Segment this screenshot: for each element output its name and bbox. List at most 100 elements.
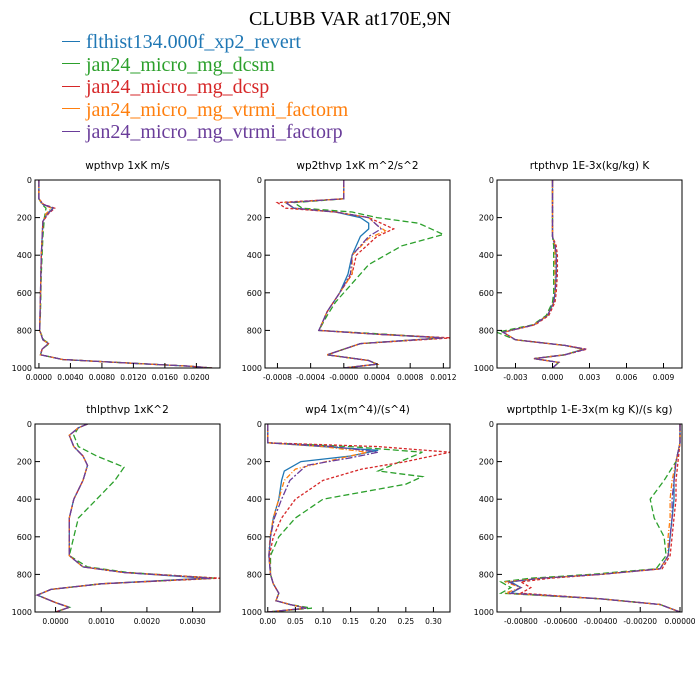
legend-item: flthist134.000f_xp2_revert (62, 31, 348, 54)
y-tick-label: 400 (479, 495, 494, 504)
series-line (518, 424, 681, 612)
plot-frame (264, 179, 451, 369)
legend-swatch (62, 63, 80, 65)
series-line (501, 180, 584, 368)
series-line (35, 424, 211, 612)
y-tick-label: 1000 (474, 608, 494, 617)
x-tick-label: -0.0008 (263, 373, 292, 382)
series-line (35, 424, 207, 612)
x-tick-label: 0.0030 (179, 617, 205, 626)
y-tick-label: 0 (489, 176, 494, 185)
x-tick-label: 0.003 (579, 373, 601, 382)
y-tick-label: 400 (247, 251, 262, 260)
x-tick-label: 0.0040 (57, 373, 83, 382)
x-tick-label: -0.00600 (544, 617, 578, 626)
x-tick-label: 0.0000 (26, 373, 52, 382)
y-tick-label: 600 (17, 533, 32, 542)
x-tick-label: 0.006 (616, 373, 638, 382)
series-line (38, 180, 213, 368)
series-line (275, 180, 450, 368)
y-tick-label: 600 (17, 289, 32, 298)
legend-swatch (62, 108, 80, 110)
series-line (267, 424, 368, 612)
legend-item: jan24_micro_mg_vtrmi_factorm (62, 99, 348, 122)
series-line (267, 424, 379, 612)
y-tick-label: 1000 (12, 364, 32, 373)
x-tick-label: -0.00400 (584, 617, 618, 626)
panel-title: wprtpthlp 1-E-3x(m kg K)/(s kg) (507, 404, 673, 416)
x-tick-label: 0.009 (653, 373, 675, 382)
x-tick-label: -0.00800 (504, 617, 538, 626)
x-tick-label: -0.0004 (296, 373, 325, 382)
legend-label: jan24_micro_mg_vtrmi_factorp (86, 121, 343, 143)
y-tick-label: 0 (489, 420, 494, 429)
legend: flthist134.000f_xp2_revert jan24_micro_m… (62, 31, 348, 144)
plot-frame (34, 179, 221, 369)
y-tick-label: 600 (247, 289, 262, 298)
legend-label: jan24_micro_mg_vtrmi_factorm (86, 98, 349, 121)
x-tick-label: 0.0004 (364, 373, 390, 382)
series-line (267, 424, 379, 612)
series-group (497, 180, 588, 368)
series-line (35, 424, 216, 612)
series-line (267, 424, 425, 612)
series-line (38, 180, 213, 368)
legend-swatch (62, 40, 80, 42)
y-tick-label: 1000 (242, 364, 262, 373)
series-line (267, 424, 450, 612)
x-tick-label: 0.0120 (120, 373, 146, 382)
series-group (498, 424, 681, 612)
chart-panel: thlpthvp 1xK^2 0 200 400 600 800 1000 0.0000 0.0… (12, 404, 221, 626)
series-group (275, 180, 450, 368)
y-tick-label: 200 (247, 458, 262, 467)
y-tick-label: 800 (247, 570, 262, 579)
series-line (38, 180, 213, 368)
series-group (38, 180, 213, 368)
chart-panel: wp2thvp 1xK m^2/s^202004006008001000-0.0… (242, 160, 457, 382)
y-tick-label: 200 (479, 458, 494, 467)
y-tick-label: 200 (247, 214, 262, 223)
y-tick-label: 800 (247, 326, 262, 335)
series-line (35, 424, 220, 612)
x-tick-label: 0.15 (342, 617, 359, 626)
legend-item: jan24_micro_mg_dcsm (62, 54, 348, 77)
x-tick-label: 0.0080 (89, 373, 115, 382)
chart-panel: wprtpthlp 1-E-3x(m kg K)/(s kg) 0 200 400 60… (474, 404, 696, 626)
panel-title: wp4 1x(m^4)/(s^4) (305, 404, 410, 416)
panel-title: thlpthvp 1xK^2 (86, 404, 169, 416)
y-tick-label: 400 (479, 251, 494, 260)
legend-label: jan24_micro_mg_dcsp (86, 76, 270, 98)
y-tick-label: 800 (479, 570, 494, 579)
series-line (497, 180, 584, 368)
y-tick-label: 600 (479, 533, 494, 542)
figure-title: CLUBB VAR at170E,9N (248, 8, 452, 30)
x-tick-label: 0.0020 (134, 617, 160, 626)
y-tick-label: 200 (479, 214, 494, 223)
y-tick-label: 400 (17, 495, 32, 504)
x-tick-label: 0.05 (287, 617, 304, 626)
plot-frame (34, 423, 221, 613)
x-tick-label: 0.0200 (183, 373, 209, 382)
series-line (501, 180, 586, 368)
x-tick-label: -0.00200 (623, 617, 657, 626)
y-tick-label: 800 (17, 326, 32, 335)
x-tick-label: 0.0160 (152, 373, 178, 382)
x-tick-label: 0.0000 (42, 617, 68, 626)
y-tick-label: 1000 (12, 608, 32, 617)
plot-frame (496, 179, 683, 369)
series-line (498, 424, 681, 612)
y-tick-label: 600 (247, 533, 262, 542)
y-tick-label: 400 (17, 251, 32, 260)
panel-title: wp2thvp 1xK m^2/s^2 (296, 160, 418, 172)
y-tick-label: 400 (247, 495, 262, 504)
legend-item: jan24_micro_mg_vtrmi_factorp (62, 121, 348, 144)
x-tick-label: 0.25 (397, 617, 414, 626)
series-group (267, 424, 450, 612)
x-tick-label: 0.0008 (397, 373, 423, 382)
x-tick-label: 0.30 (425, 617, 442, 626)
legend-label: jan24_micro_mg_dcsm (86, 53, 275, 76)
y-tick-label: 200 (17, 458, 32, 467)
